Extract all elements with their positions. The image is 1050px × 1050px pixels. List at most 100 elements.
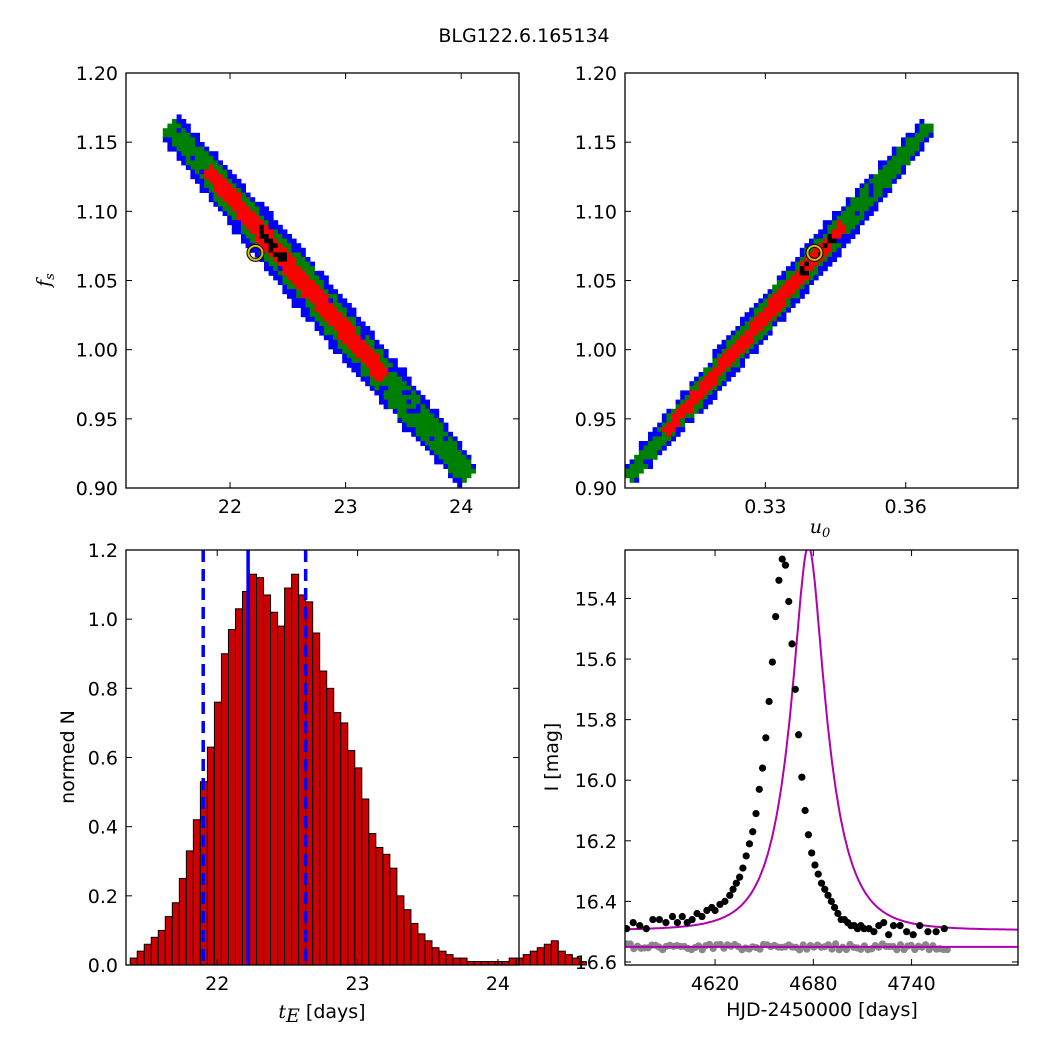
p1-cell-green bbox=[443, 454, 449, 460]
p2-cell-green bbox=[666, 413, 672, 419]
p1-cell-red bbox=[287, 266, 292, 272]
hist-bar bbox=[270, 611, 279, 966]
p1-cell-red bbox=[314, 307, 320, 313]
p2-cell-green bbox=[638, 464, 644, 469]
p2-cell-red bbox=[675, 408, 681, 414]
p1-cell-red bbox=[319, 298, 325, 304]
p2-cell-blue bbox=[901, 165, 906, 170]
p1-cell-green bbox=[429, 427, 435, 433]
p2-cell-red bbox=[790, 280, 796, 285]
p1-cell-green bbox=[314, 275, 320, 281]
p1-cell-black bbox=[259, 229, 265, 235]
p2-cell-blue bbox=[698, 372, 704, 377]
p1-cell-blue bbox=[471, 464, 476, 469]
p1-cell-green bbox=[328, 326, 334, 331]
p2-cell-green bbox=[905, 137, 911, 143]
p1-cell-blue bbox=[190, 132, 196, 138]
p1-cell-green bbox=[392, 390, 398, 396]
p1-cell-green bbox=[457, 454, 463, 460]
p2-cell-red bbox=[763, 312, 768, 318]
p1-cell-green bbox=[429, 413, 435, 419]
p1-cell-blue bbox=[360, 330, 366, 336]
p2-cell-green bbox=[786, 303, 791, 308]
p2-cell-blue bbox=[827, 261, 833, 267]
p2-cell-red bbox=[744, 330, 750, 336]
p2-cell-green bbox=[919, 123, 925, 129]
p1-cell-blue bbox=[337, 298, 343, 304]
p2-cell-green bbox=[629, 477, 635, 483]
p1-cell-green bbox=[199, 155, 205, 161]
p1-cell-red bbox=[268, 252, 274, 258]
p2-cell-green bbox=[767, 293, 773, 299]
panel-fs-vs-u0: 0.33 0.360.900.951.001.051.101.151.20 u0 bbox=[575, 63, 1019, 541]
p1-cell-blue bbox=[328, 289, 334, 295]
p2-cell-red bbox=[684, 404, 690, 410]
p2-cell-red bbox=[666, 427, 672, 433]
p1-cell-blue bbox=[273, 275, 279, 281]
p2-cell-green bbox=[905, 142, 911, 147]
p2-cell-red bbox=[781, 293, 787, 299]
p2-cell-red bbox=[795, 280, 801, 285]
p1-cell-black bbox=[259, 234, 265, 239]
p1-confidence-cells bbox=[162, 114, 476, 488]
hist-bar bbox=[508, 957, 517, 966]
p2-cell-green bbox=[855, 206, 860, 212]
p1-cell-red bbox=[346, 321, 352, 327]
p1-cell-green bbox=[397, 404, 403, 410]
resid-point bbox=[831, 940, 840, 948]
data-point bbox=[625, 925, 631, 933]
p1-cell-blue bbox=[236, 224, 242, 230]
data-point bbox=[772, 613, 780, 621]
p1-cell-green bbox=[383, 390, 389, 396]
p2-cell-blue bbox=[827, 257, 833, 262]
p2-cell-red bbox=[799, 275, 805, 281]
p1-cell-green bbox=[181, 146, 187, 152]
p2-cell-green bbox=[661, 441, 667, 446]
p1-cell-blue bbox=[356, 316, 361, 322]
p1-cell-blue bbox=[204, 146, 210, 152]
p2-cell-green bbox=[896, 146, 902, 152]
p1-cell-green bbox=[415, 422, 421, 428]
p2-cell-green bbox=[919, 137, 925, 143]
data-point bbox=[785, 597, 793, 606]
p2-cell-green bbox=[859, 197, 865, 203]
data-point bbox=[749, 828, 757, 836]
p2-cell-red bbox=[822, 252, 828, 258]
p2-cell-blue bbox=[799, 252, 805, 258]
p3-ytick-label: 0.8 bbox=[88, 678, 118, 700]
p1-cell-blue bbox=[291, 303, 297, 308]
p2-cell-green bbox=[887, 169, 893, 175]
p1-cell-blue bbox=[195, 174, 200, 180]
p2-cell-blue bbox=[790, 303, 796, 308]
p1-cell-blue bbox=[415, 436, 421, 442]
p1-cell-green bbox=[291, 252, 297, 258]
p1-cell-red bbox=[310, 298, 315, 304]
p1-cell-red bbox=[374, 372, 380, 377]
p1-cell-black bbox=[273, 243, 279, 249]
p1-cell-green bbox=[208, 155, 214, 161]
p1-cell-green bbox=[167, 123, 173, 129]
p2-cell-green bbox=[813, 266, 819, 272]
p1-cell-green bbox=[420, 413, 426, 419]
p2-cell-red bbox=[790, 275, 796, 281]
p2-cell-red bbox=[767, 298, 773, 304]
p1-cell-red bbox=[282, 270, 288, 276]
p1-cell-green bbox=[264, 257, 269, 262]
data-point bbox=[870, 928, 878, 936]
p2-cell-red bbox=[795, 270, 801, 276]
p1-ytick-label: 1.15 bbox=[76, 132, 118, 154]
p2-cell-black bbox=[804, 270, 810, 276]
p1-ytick-label: 1.20 bbox=[76, 63, 118, 85]
data-point bbox=[821, 885, 829, 893]
p2-cell-blue bbox=[730, 372, 736, 377]
p2-cell-green bbox=[887, 165, 893, 170]
p1-cell-green bbox=[305, 303, 311, 308]
p3-vlines bbox=[201, 550, 308, 965]
p1-cell-blue bbox=[429, 408, 435, 414]
p1-cell-green bbox=[333, 293, 338, 299]
p2-cell-blue bbox=[638, 441, 644, 446]
p1-cell-red bbox=[333, 307, 338, 313]
data-point bbox=[834, 909, 842, 918]
hist-bar bbox=[326, 687, 335, 966]
p1-cell-green bbox=[415, 399, 421, 405]
